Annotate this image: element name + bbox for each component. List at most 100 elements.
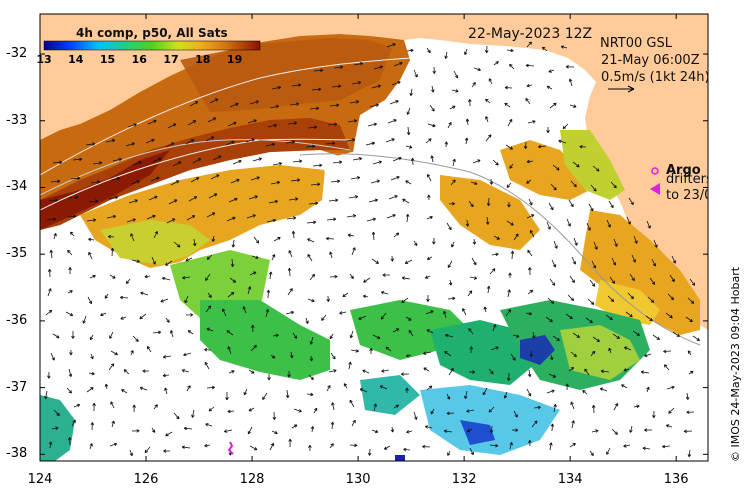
velocity-arrow (687, 350, 692, 356)
velocity-arrow (229, 102, 239, 108)
velocity-arrow (468, 370, 476, 374)
velocity-arrow (390, 175, 400, 181)
velocity-arrow (687, 297, 695, 304)
velocity-arrow (424, 425, 433, 429)
velocity-arrow (67, 290, 73, 294)
velocity-arrow (390, 426, 395, 433)
velocity-arrow (586, 222, 591, 231)
velocity-arrow (160, 298, 169, 303)
velocity-arrow (451, 89, 459, 93)
velocity-arrow (393, 232, 400, 238)
velocity-arrow (464, 390, 468, 400)
velocity-arrow (446, 222, 452, 231)
velocity-arrow (151, 256, 156, 265)
velocity-arrow (401, 297, 409, 303)
velocity-arrow (465, 219, 470, 227)
velocity-arrow (485, 134, 492, 142)
velocity-arrow (573, 237, 578, 246)
velocity-arrow (405, 180, 412, 185)
velocity-arrow (125, 278, 131, 284)
velocity-arrow (600, 369, 610, 374)
velocity-arrow (467, 290, 473, 297)
velocity-arrow (127, 123, 137, 128)
velocity-arrow (393, 61, 403, 67)
velocity-arrow (560, 45, 568, 49)
velocity-arrow (549, 278, 556, 286)
colorbar-tick-label: 19 (226, 53, 243, 66)
velocity-arrow (590, 184, 597, 192)
velocity-arrow (227, 409, 235, 414)
velocity-arrow (422, 351, 432, 355)
velocity-arrow (368, 198, 378, 203)
velocity-arrow (128, 199, 138, 204)
velocity-arrow (110, 401, 115, 409)
velocity-arrow (492, 159, 499, 166)
velocity-arrow (549, 354, 554, 361)
velocity-arrow (469, 447, 474, 456)
velocity-arrow (329, 103, 340, 108)
velocity-arrow (249, 100, 259, 105)
velocity-arrow (65, 311, 74, 317)
velocity-arrow (405, 353, 412, 358)
velocity-arrow (312, 163, 323, 168)
velocity-arrow (326, 217, 337, 222)
velocity-arrow (183, 426, 193, 431)
velocity-arrow (88, 371, 95, 376)
velocity-arrow (140, 291, 149, 296)
velocity-arrow (45, 309, 53, 316)
velocity-arrow (181, 445, 191, 450)
velocity-arrow (288, 197, 299, 201)
velocity-arrow (359, 388, 368, 393)
velocity-arrow (426, 256, 433, 260)
velocity-arrow (405, 213, 410, 223)
velocity-arrow (587, 298, 595, 305)
velocity-arrow (685, 392, 690, 400)
velocity-arrow (204, 361, 210, 370)
velocity-arrow (552, 164, 560, 171)
velocity-arrow (206, 385, 215, 390)
velocity-arrow (568, 78, 573, 87)
velocity-arrow (184, 295, 189, 304)
velocity-arrow (152, 157, 162, 163)
velocity-arrow (67, 437, 72, 446)
velocity-arrow (633, 404, 640, 409)
velocity-arrow (444, 141, 449, 148)
velocity-arrow (491, 252, 499, 257)
velocity-arrow (247, 286, 252, 295)
velocity-arrow (345, 138, 356, 142)
velocity-arrow (427, 194, 431, 201)
velocity-arrow (66, 214, 77, 219)
velocity-arrow (528, 267, 532, 276)
velocity-arrow (313, 407, 318, 414)
velocity-arrow (250, 324, 255, 333)
velocity-arrow (72, 157, 83, 162)
velocity-arrow (687, 449, 692, 458)
velocity-arrow (311, 87, 322, 92)
velocity-arrow (613, 403, 619, 411)
velocity-arrow (228, 197, 238, 203)
velocity-arrow (139, 313, 147, 320)
velocity-arrow (405, 316, 412, 321)
velocity-arrow (164, 387, 168, 395)
velocity-arrow (49, 249, 54, 259)
velocity-arrow (489, 443, 499, 448)
velocity-arrow (308, 374, 314, 380)
velocity-arrow (342, 292, 349, 298)
velocity-arrow (307, 254, 313, 262)
velocity-arrow (181, 369, 190, 373)
velocity-arrow (71, 330, 75, 339)
velocity-arrow (231, 239, 236, 248)
velocity-arrow (173, 412, 180, 420)
velocity-arrow (351, 419, 356, 427)
velocity-arrow (271, 254, 276, 261)
velocity-arrow (330, 179, 341, 184)
velocity-arrow (570, 401, 575, 410)
velocity-arrow (328, 198, 339, 203)
velocity-arrow (229, 277, 237, 283)
velocity-arrow (153, 404, 158, 410)
velocity-arrow (633, 235, 638, 244)
velocity-arrow (671, 255, 676, 264)
velocity-arrow (132, 335, 139, 342)
velocity-arrow (448, 202, 456, 206)
velocity-arrow (504, 85, 513, 90)
